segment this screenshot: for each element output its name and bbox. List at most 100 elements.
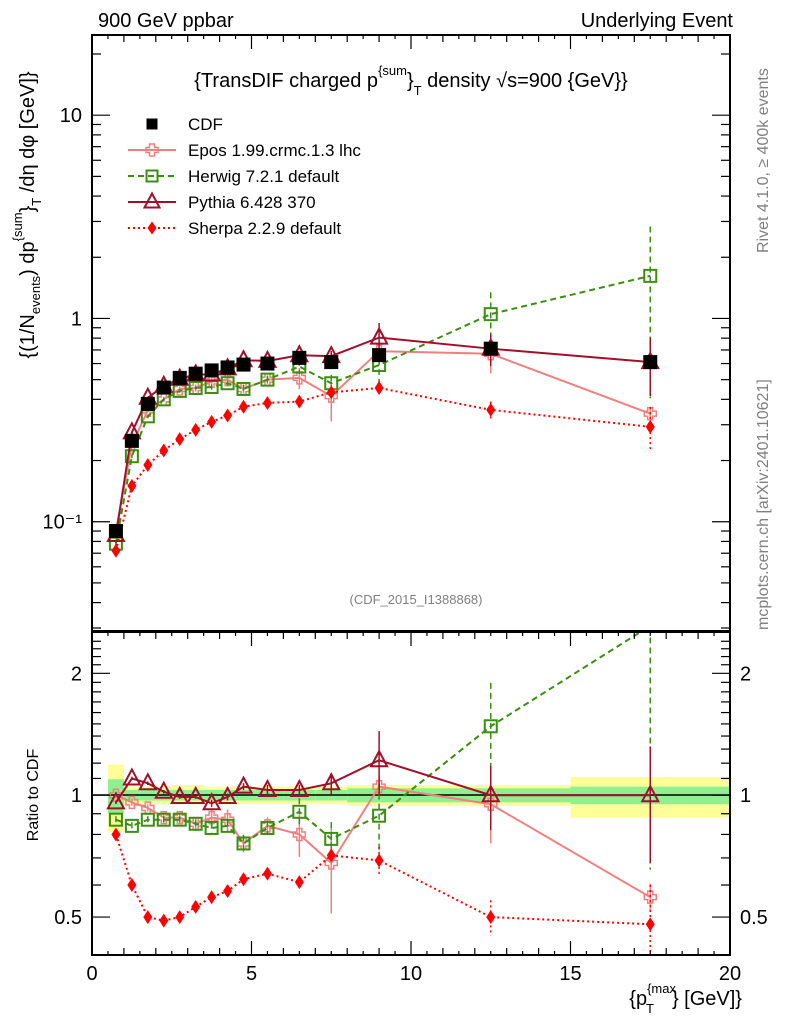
ratio-point [233, 775, 254, 794]
data-point [643, 355, 658, 370]
ratio-point [257, 778, 278, 798]
ratio-point [201, 792, 222, 811]
ratio-point [292, 804, 307, 819]
title-sub: T [414, 83, 422, 98]
x-tick-label: 0 [86, 963, 97, 985]
ratio-y-tick-label-left: 2 [71, 663, 82, 685]
ratio-point [207, 890, 217, 905]
y-tick-label: 1 [71, 308, 82, 330]
ratio-series [106, 632, 660, 955]
series-line [114, 386, 651, 551]
data-point [127, 478, 137, 493]
data-point [483, 307, 498, 322]
ratio-point [239, 872, 249, 887]
ratio-series-sherpa [111, 827, 655, 955]
ratio-point [483, 719, 498, 734]
side-text-rivet: Rivet 4.1.0, ≥ 400k events [755, 68, 772, 253]
ratio-point [260, 820, 275, 835]
plot-title: {TransDIF charged p{sum}T density √s=900… [194, 63, 628, 98]
ratio-point [140, 812, 155, 827]
data-point [188, 366, 203, 381]
data-point [111, 543, 121, 558]
ylabel-b-sup: {sum [10, 212, 25, 241]
header-left: 900 GeV ppbar [98, 10, 234, 32]
data-point [143, 458, 153, 473]
ratio-point [292, 827, 307, 842]
data-point [324, 355, 339, 370]
data-point [374, 380, 384, 395]
legend-label: Epos 1.99.crmc.1.3 lhc [188, 141, 361, 160]
ratio-line [115, 632, 643, 845]
legend: CDF Epos 1.99.crmc.1.3 lhc Herwig 7.2.1 de… [128, 115, 361, 238]
data-point [486, 402, 496, 417]
legend-marker [145, 169, 159, 183]
data-point [239, 399, 249, 414]
legend-entry: Pythia 6.428 370 [128, 191, 316, 212]
data-point [220, 376, 235, 391]
legend-entry: Epos 1.99.crmc.1.3 lhc [128, 141, 361, 160]
ratio-point [326, 848, 336, 863]
ratio-point [143, 910, 153, 925]
data-point [175, 432, 185, 447]
ratio-point [640, 784, 660, 803]
data-point [108, 524, 123, 539]
data-point [124, 449, 139, 464]
xlabel-sub: T [646, 1001, 654, 1016]
ratio-point [108, 812, 123, 827]
ratio-point [294, 875, 304, 890]
ratio-point [186, 785, 206, 804]
ratio-y-tick-label-right: 0.5 [740, 907, 768, 929]
ratio-point [188, 816, 203, 831]
ratio-point [125, 795, 139, 810]
ratio-y-tick-label-left: 1 [71, 785, 82, 807]
series-line [114, 274, 651, 544]
y-tick-label: 10 [60, 105, 82, 127]
ratio-point [643, 890, 657, 904]
data-point [140, 396, 155, 411]
ratio-point [154, 780, 174, 799]
header-right: Underlying Event [581, 10, 734, 32]
data-point [372, 348, 387, 363]
data-point [204, 374, 219, 389]
ratio-ylabel: Ratio to CDF [25, 749, 42, 842]
data-point [156, 380, 171, 395]
ylabel-c-sub: T [29, 198, 44, 206]
data-point [236, 381, 251, 396]
series-sherpa [111, 380, 655, 558]
ratio-point [175, 910, 185, 925]
data-point [236, 357, 251, 372]
data-point [645, 419, 655, 434]
data-point [188, 380, 203, 395]
legend-label: Herwig 7.2.1 default [188, 167, 339, 186]
title-mid: } [407, 70, 414, 92]
data-point [220, 360, 235, 375]
ylabel-d: /dη dφ [GeV]} [17, 71, 39, 198]
ratio-point [204, 820, 219, 835]
ylabel-b: ) dp [17, 241, 39, 275]
legend-marker [145, 143, 159, 157]
ylabel-c: } [17, 205, 39, 212]
ratio-point [156, 812, 171, 827]
ratio-point [172, 812, 187, 827]
ratio-point [204, 810, 219, 825]
data-point [191, 422, 201, 437]
legend-label: CDF [188, 115, 223, 134]
ratio-point [127, 878, 137, 893]
ratio-point [372, 779, 386, 794]
ratio-point [109, 788, 123, 802]
ratio-point [369, 749, 389, 768]
ratio-point [481, 784, 501, 803]
legend-marker [142, 191, 162, 209]
title-sup: {sum [378, 63, 407, 78]
ratio-point [223, 883, 233, 898]
xlabel-b: } [GeV]} [672, 988, 742, 1010]
legend-label: Pythia 6.428 370 [188, 193, 316, 212]
ratio-series-herwig [108, 632, 658, 870]
ratio-point [122, 767, 142, 786]
ratio-point [262, 866, 272, 881]
ratio-point [324, 856, 338, 870]
ratio-series-pythia [106, 731, 660, 864]
ratio-point [124, 818, 139, 833]
x-tick-label: 20 [719, 963, 741, 985]
